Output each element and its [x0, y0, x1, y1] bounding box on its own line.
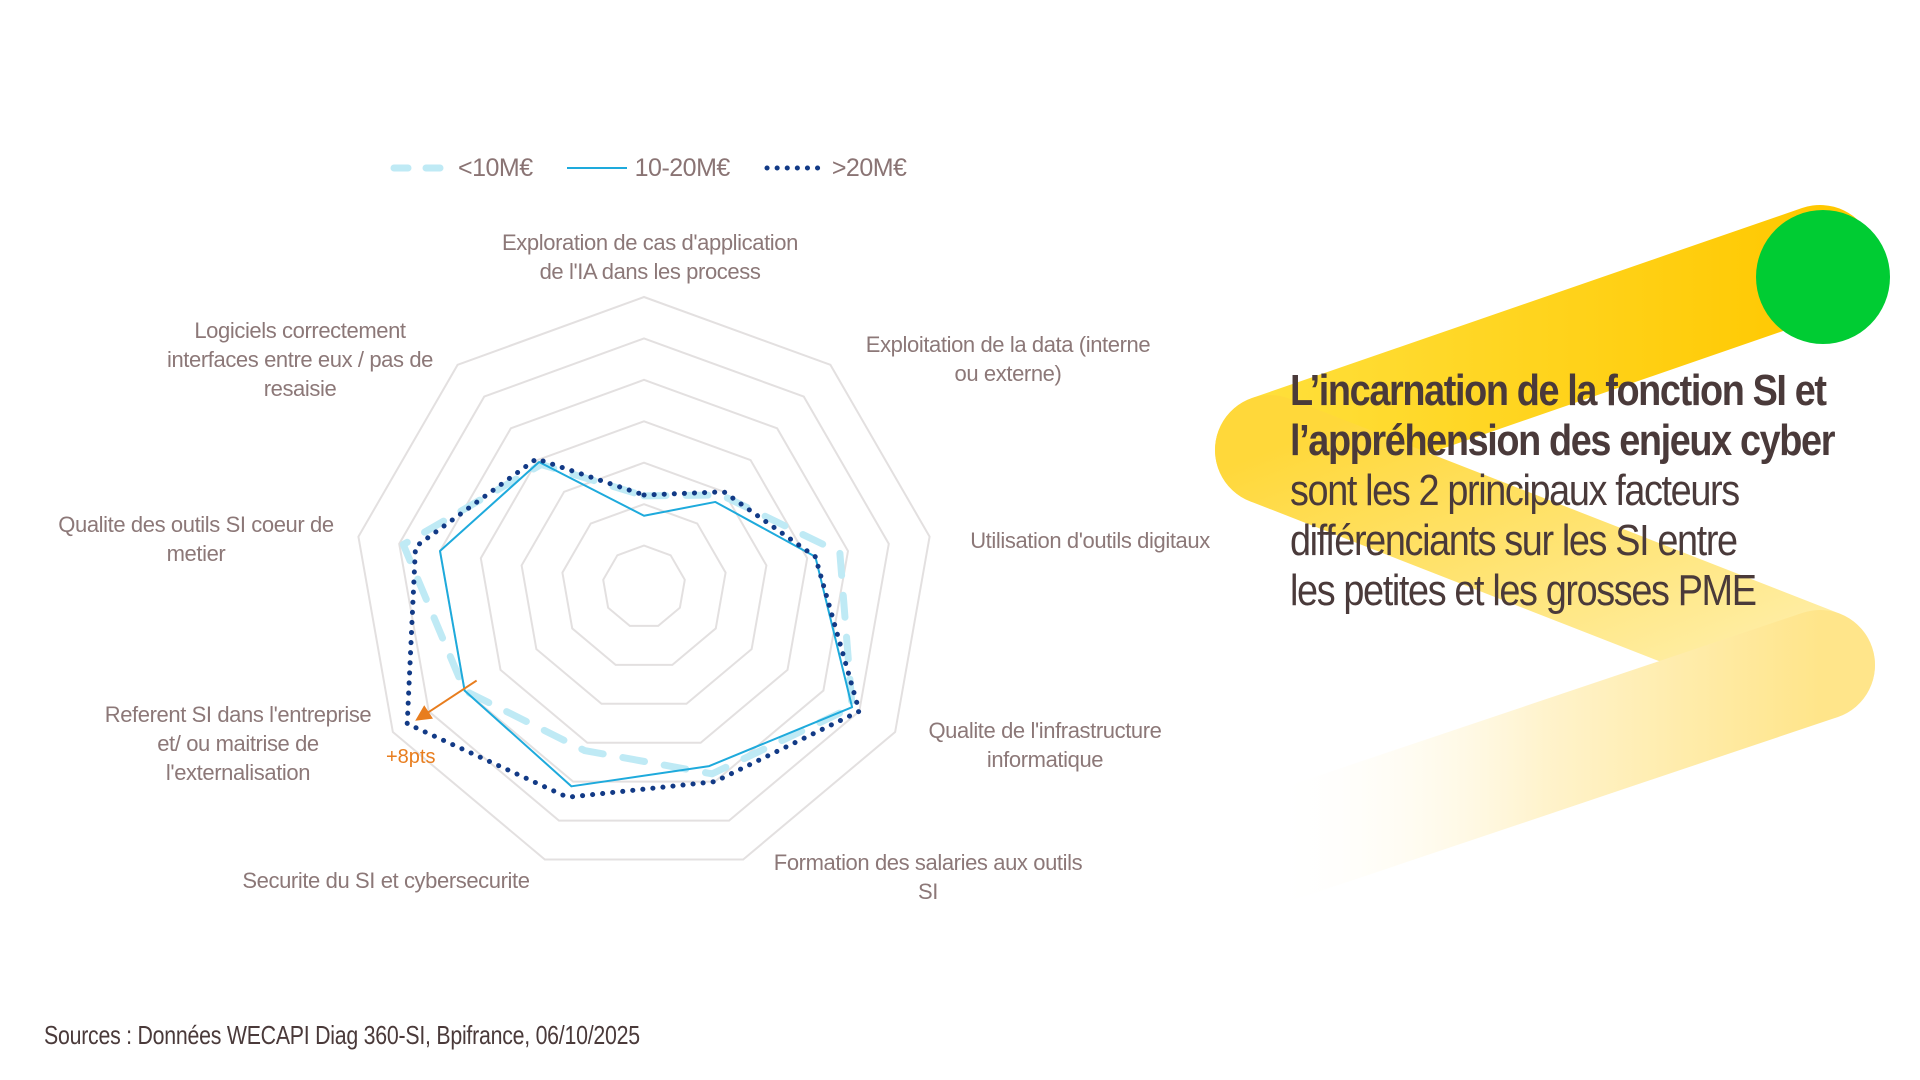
chart-legend: <10M€ 10-20M€ >20M€ — [390, 150, 907, 186]
annotation-arrow-icon — [415, 679, 478, 721]
axis-label-line: Logiciels correctement — [194, 318, 406, 343]
grid-ring — [520, 461, 768, 705]
headline-line: sont les 2 principaux facteurs — [1290, 466, 1740, 515]
axis-label: Exploitation de la data (interne ou exter… — [828, 330, 1188, 388]
axis-label: Qualite de l'infrastructure informatique — [885, 716, 1205, 774]
axis-label: Referent SI dans l'entreprise et/ ou mait… — [78, 700, 398, 787]
axis-label-line: ou externe) — [954, 361, 1062, 386]
dotted-line-icon — [764, 165, 824, 171]
headline-line: différenciants sur les SI entre — [1290, 516, 1738, 565]
grid-ring — [561, 503, 727, 666]
axis-label-line: Exploitation de la data (interne — [865, 332, 1151, 357]
legend-item-large: >20M€ — [764, 154, 907, 183]
axis-label-line: resaisie — [263, 376, 337, 401]
axis-label: Utilisation d'outils digitaux — [930, 526, 1250, 555]
axis-label-line: de l'IA dans les process — [539, 259, 761, 284]
series-large-line — [404, 456, 862, 800]
headline-bold-line: l’appréhension des enjeux cyber — [1290, 416, 1835, 465]
axis-label-line: interfaces entre eux / pas de — [166, 347, 433, 372]
axis-label: Exploration de cas d'application de l'IA … — [440, 228, 860, 286]
headline-bold-line: L’incarnation de la fonction SI et — [1290, 366, 1827, 415]
axis-label: Logiciels correctement interfaces entre e… — [130, 316, 470, 403]
series-medium-line — [439, 460, 854, 788]
legend-label: >20M€ — [831, 153, 907, 182]
grid-ring — [398, 337, 890, 822]
grid-ring — [438, 378, 850, 783]
headline-line: les petites et les grosses PME — [1290, 566, 1757, 615]
axis-label-line: metier — [166, 541, 226, 566]
axis-label-line: l'externalisation — [165, 760, 311, 785]
series-small-line — [399, 460, 856, 778]
axis-label-line: informatique — [986, 747, 1104, 772]
source-note: Sources : Données WECAPI Diag 360-SI, Bp… — [44, 1020, 640, 1050]
green-dot — [1756, 210, 1890, 344]
axis-label-line: SI — [918, 879, 938, 904]
axis-label: Formation des salaries aux outils SI — [738, 848, 1118, 906]
axis-label: Qualite des outils SI coeur de metier — [16, 510, 376, 568]
solid-line-icon — [566, 167, 627, 169]
axis-label-line: Qualite de l'infrastructure — [928, 718, 1162, 743]
legend-label: 10-20M€ — [634, 153, 731, 182]
grid-ring — [357, 295, 931, 861]
legend-label: <10M€ — [458, 153, 533, 182]
grid-ring — [602, 544, 686, 627]
axis-label-line: et/ ou maitrise de — [157, 731, 319, 756]
axis-label-line: Qualite des outils SI coeur de — [58, 512, 334, 537]
axis-label-line: Securite du SI et cybersecurite — [242, 868, 530, 893]
dashed-line-icon — [390, 164, 450, 172]
legend-item-small: <10M€ — [390, 154, 533, 183]
legend-item-medium: 10-20M€ — [566, 153, 731, 183]
axis-label-line: Exploration de cas d'application — [502, 230, 798, 255]
axis-label-line: Formation des salaries aux outils — [773, 850, 1083, 875]
headline: L’incarnation de la fonction SI et l’app… — [1290, 366, 1835, 616]
axis-label-line: Referent SI dans l'entreprise — [104, 702, 372, 727]
axis-label: Securite du SI et cybersecurite — [196, 866, 576, 895]
annotation-plus-8pts: +8pts — [386, 746, 436, 768]
grid-ring — [479, 420, 809, 744]
axis-label-line: Utilisation d'outils digitaux — [970, 528, 1210, 553]
